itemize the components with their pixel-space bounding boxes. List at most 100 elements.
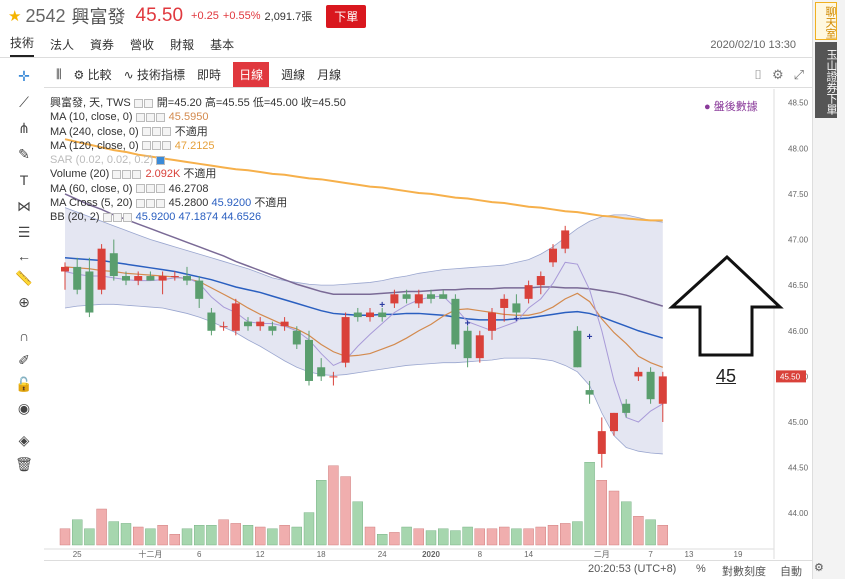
- volume-bar: [474, 528, 485, 546]
- candle-body: [427, 294, 435, 299]
- tab-3[interactable]: 營收: [130, 38, 155, 52]
- edit-lock-icon[interactable]: ✐: [18, 351, 30, 368]
- candle-body: [585, 390, 594, 395]
- chart-toolbar-right: ⌷ ⚙ ⤢: [754, 67, 804, 83]
- time-tick-label: 十二月: [138, 549, 162, 559]
- candle-body: [451, 298, 460, 345]
- volume-bar: [206, 525, 217, 546]
- price-tick-label: 48.00: [788, 144, 809, 153]
- candle-body: [610, 412, 618, 432]
- chat-room-button[interactable]: 聊天室: [815, 2, 837, 40]
- candle-body: [634, 371, 643, 377]
- price-tick-label: 44.50: [788, 464, 809, 473]
- fib-icon[interactable]: ☰: [17, 223, 31, 240]
- volume-bar: [96, 508, 107, 546]
- fork-tool-icon[interactable]: ⋔: [18, 119, 30, 136]
- candlestick-chart[interactable]: 48.50 48.00 47.50 47.00 46.50 46.00 45.50 45.00…: [44, 89, 812, 579]
- tab-4[interactable]: 財報: [170, 38, 195, 52]
- price-change-pct: +0.55%: [222, 10, 261, 22]
- legend-ma120: MA (120, close, 0) 47.2125: [50, 139, 215, 152]
- pattern-icon[interactable]: ⋈: [17, 197, 31, 214]
- candle-body: [195, 280, 204, 299]
- candle-body: [122, 276, 130, 281]
- indicators-button[interactable]: ∿ 技術指標: [123, 68, 186, 82]
- volume-bar: [72, 519, 83, 546]
- percent-scale-toggle[interactable]: %: [696, 563, 706, 575]
- volume-bar: [596, 480, 607, 546]
- candle-body: [268, 326, 277, 331]
- price-tick-label: 46.50: [788, 281, 809, 290]
- volume-bar: [657, 525, 668, 546]
- legend-sar: SAR (0.02, 0.02, 0.2): [50, 153, 346, 167]
- last-price-tag: [776, 370, 806, 383]
- candle-body: [61, 266, 69, 272]
- monthly-button[interactable]: 月線: [317, 68, 342, 82]
- volume-bar: [230, 523, 242, 546]
- volume-bar: [59, 528, 71, 546]
- volume-bar: [377, 534, 388, 546]
- compare-button[interactable]: ⚙ 比較: [73, 68, 112, 82]
- trendline-icon[interactable]: ⟋: [19, 93, 29, 110]
- brush-icon[interactable]: ✎: [18, 145, 30, 162]
- text-tool-icon[interactable]: T: [19, 172, 29, 188]
- volume-bar: [523, 528, 534, 546]
- tab-1[interactable]: 法人: [50, 38, 75, 52]
- candle-body: [500, 298, 509, 308]
- scale-settings-icon[interactable]: ⚙: [814, 562, 824, 574]
- trash-icon[interactable]: 🗑: [15, 455, 33, 472]
- candle-body: [158, 276, 167, 281]
- volume-bar: [364, 526, 376, 546]
- intraday-button[interactable]: 即時: [197, 68, 222, 82]
- volume-bar: [242, 525, 254, 546]
- quote-datetime: 2020/02/10 13:30: [710, 39, 796, 51]
- favorite-star-icon[interactable]: ★: [8, 8, 22, 25]
- trade-volume: 2,091.7張: [264, 11, 313, 23]
- camera-icon[interactable]: ⌷: [754, 67, 762, 82]
- back-arrow-icon[interactable]: ←: [17, 248, 31, 264]
- weekly-button[interactable]: 週線: [281, 68, 306, 82]
- volume-bar: [621, 501, 632, 546]
- candle-body: [134, 276, 143, 281]
- volume-bar: [633, 516, 644, 546]
- volume-bar: [535, 526, 546, 546]
- auto-scale-toggle[interactable]: 自動: [780, 566, 802, 578]
- zoom-in-icon[interactable]: ⊕: [18, 293, 30, 310]
- chart-toolbar: ⫼ ⚙ 比較 ∿ 技術指標 即時 日線 週線 月線 ⌷ ⚙ ⤢: [44, 62, 812, 88]
- order-button[interactable]: 下單: [326, 4, 367, 28]
- tab-2[interactable]: 資券: [90, 38, 115, 52]
- candle-body: [341, 317, 350, 363]
- candle-body: [658, 376, 667, 404]
- fullscreen-icon[interactable]: ⤢: [793, 67, 804, 82]
- time-tick-label: 7: [648, 550, 653, 559]
- volume-bar: [132, 526, 144, 546]
- settings-icon[interactable]: ⚙: [771, 67, 784, 82]
- daily-button[interactable]: 日線: [233, 62, 270, 87]
- chart-area[interactable]: 48.50 48.00 47.50 47.00 46.50 46.00 45.50 45.00…: [44, 89, 812, 579]
- volume-bar: [254, 526, 266, 546]
- lock-icon[interactable]: 🔓: [15, 375, 33, 392]
- chart-style-icon[interactable]: ⫼: [56, 67, 62, 81]
- crosshair-icon[interactable]: ✛: [18, 67, 30, 84]
- layers-icon[interactable]: ◈: [18, 431, 30, 448]
- tab-0[interactable]: 技術: [10, 34, 35, 57]
- volume-bar: [267, 528, 278, 546]
- time-tick-label: 24: [378, 550, 387, 559]
- compare-label: 比較: [87, 68, 112, 82]
- legend-title-row: 興富發, 天, TWS 開=45.20 高=45.55 低=45.00 收=45…: [50, 97, 346, 109]
- candle-body: [378, 312, 387, 318]
- time-tick-label: 18: [317, 550, 326, 559]
- candle-body: [512, 303, 521, 313]
- magnet-icon[interactable]: ∩: [18, 328, 30, 344]
- broker-order-button[interactable]: 玉山證券下單: [815, 42, 837, 118]
- candle-body: [524, 285, 533, 299]
- log-scale-toggle[interactable]: 對數刻度: [722, 566, 766, 578]
- eye-icon[interactable]: ◉: [17, 399, 31, 416]
- clock-readout: 20:20:53 (UTC+8): [588, 563, 677, 575]
- sar-marker: +: [513, 314, 519, 325]
- volume-bar: [547, 525, 559, 546]
- ruler-icon[interactable]: 📏: [15, 269, 33, 286]
- tab-5[interactable]: 基本: [210, 38, 235, 52]
- candle-body: [85, 271, 94, 313]
- candle-body: [183, 276, 191, 281]
- sar-marker: +: [465, 318, 471, 329]
